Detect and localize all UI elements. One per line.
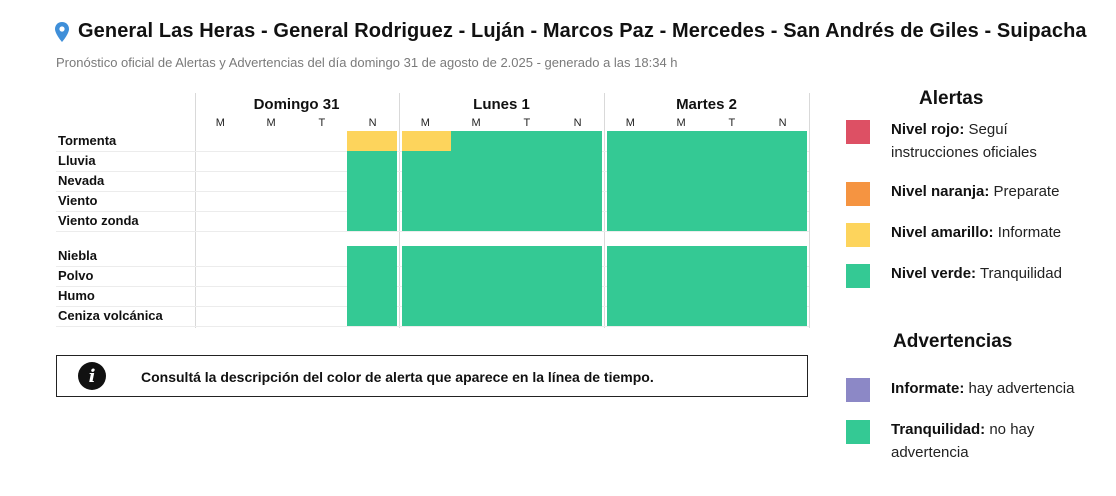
legend-level-name: Nivel rojo: [891, 121, 965, 138]
day-separator [399, 93, 400, 328]
legend-level-name: Tranquilidad: [891, 421, 986, 438]
legend-level-name: Informate: [891, 380, 965, 397]
day-header: Martes 2 [676, 96, 737, 113]
timeline-cell-verde [402, 191, 602, 211]
timeline-cell-verde [607, 191, 807, 211]
row-label-viento: Viento [58, 193, 98, 208]
row-label-polvo: Polvo [58, 268, 94, 283]
slot-label: M [420, 117, 430, 129]
row-label-niebla: Niebla [58, 248, 98, 263]
slot-label: M [625, 117, 635, 129]
timeline-cell-verde [347, 151, 397, 171]
timeline-cell-verde [450, 131, 602, 151]
location-pin-icon [55, 21, 69, 42]
slot-label: M [471, 117, 481, 129]
timeline-cell-tranquilidad [347, 286, 397, 306]
timeline-cell-tranquilidad [347, 306, 397, 326]
timeline-cell-verde [607, 131, 807, 151]
row-divider [56, 231, 809, 232]
timeline-cell-tranquilidad [347, 266, 397, 286]
legend-swatch [846, 378, 870, 402]
page-title: General Las Heras - General Rodriguez - … [78, 20, 1087, 42]
timeline-cell-tranquilidad [607, 306, 807, 326]
legend-level-name: Nivel naranja: [891, 183, 990, 200]
legend-swatch [846, 264, 870, 288]
day-separator [604, 93, 605, 328]
timeline-cell-verde [607, 211, 807, 231]
slot-label: N [368, 117, 377, 129]
row-label-viento-zonda: Viento zonda [58, 213, 139, 228]
timeline-cell-verde [347, 211, 397, 231]
timeline-cell-tranquilidad [402, 266, 602, 286]
legend-level-desc: Informate [993, 224, 1062, 241]
page-header: General Las Heras - General Rodriguez - … [55, 20, 1087, 43]
timeline-cell-verde [607, 171, 807, 191]
timeline-cell-tranquilidad [402, 246, 602, 266]
slot-label: T [523, 117, 531, 129]
legend-swatch [846, 223, 870, 247]
timeline-cell-tranquilidad [607, 286, 807, 306]
day-header: Lunes 1 [473, 96, 530, 113]
legend-text: Nivel rojo: Seguí instrucciones oficiale… [891, 118, 1096, 164]
legend-text: Nivel naranja: Preparate [891, 180, 1096, 203]
timeline-cell-amarillo [402, 131, 451, 151]
legend-level-desc: Seguí instrucciones oficiales [891, 121, 1037, 161]
legend-level-desc: no hay advertencia [891, 421, 1035, 461]
timeline-cell-tranquilidad [607, 246, 807, 266]
legend-swatch [846, 420, 870, 444]
timeline-cell-tranquilidad [607, 266, 807, 286]
slot-label: T [318, 117, 326, 129]
timeline-cell-tranquilidad [402, 306, 602, 326]
legend-level-name: Nivel verde: [891, 265, 977, 282]
row-divider [56, 326, 809, 327]
warnings-legend-title: Advertencias [893, 331, 1013, 352]
legend-text: Nivel verde: Tranquilidad [891, 262, 1096, 285]
legend-swatch [846, 120, 870, 144]
row-label-humo: Humo [58, 288, 95, 303]
timeline-cell-verde [402, 171, 602, 191]
legend-swatch [846, 182, 870, 206]
timeline-cell-verde [607, 151, 807, 171]
alerts-legend-title: Alertas [919, 88, 984, 109]
legend-level-name: Nivel amarillo: [891, 224, 994, 241]
timeline-cell-verde [347, 191, 397, 211]
day-separator [195, 93, 196, 328]
day-separator [809, 93, 810, 328]
info-icon: i [78, 362, 106, 390]
row-label-nevada: Nevada [58, 173, 105, 188]
legend-text: Nivel amarillo: Informate [891, 221, 1096, 244]
legend-level-desc: Tranquilidad [976, 265, 1062, 282]
info-text: Consultá la descripción del color de ale… [141, 369, 654, 385]
slot-label: M [266, 117, 276, 129]
slot-label: N [573, 117, 582, 129]
timeline-cell-verde [347, 171, 397, 191]
row-label-tormenta: Tormenta [58, 133, 117, 148]
day-header: Domingo 31 [253, 96, 340, 113]
slot-label: N [778, 117, 787, 129]
timeline-cell-amarillo [347, 131, 397, 151]
timeline-cell-tranquilidad [347, 246, 397, 266]
info-notice: i Consultá la descripción del color de a… [56, 355, 808, 397]
slot-label: T [728, 117, 736, 129]
row-label-lluvia: Lluvia [58, 153, 96, 168]
timeline-cell-verde [402, 211, 602, 231]
legend-level-desc: Preparate [989, 183, 1060, 200]
slot-label: M [215, 117, 225, 129]
legend-text: Informate: hay advertencia [891, 377, 1096, 400]
legend-text: Tranquilidad: no hay advertencia [891, 418, 1096, 464]
page-subtitle: Pronóstico oficial de Alertas y Adverten… [56, 55, 678, 70]
row-label-ceniza-volcánica: Ceniza volcánica [58, 308, 163, 323]
timeline-cell-verde [402, 151, 602, 171]
timeline-cell-tranquilidad [402, 286, 602, 306]
slot-label: M [676, 117, 686, 129]
legend-level-desc: hay advertencia [964, 380, 1075, 397]
